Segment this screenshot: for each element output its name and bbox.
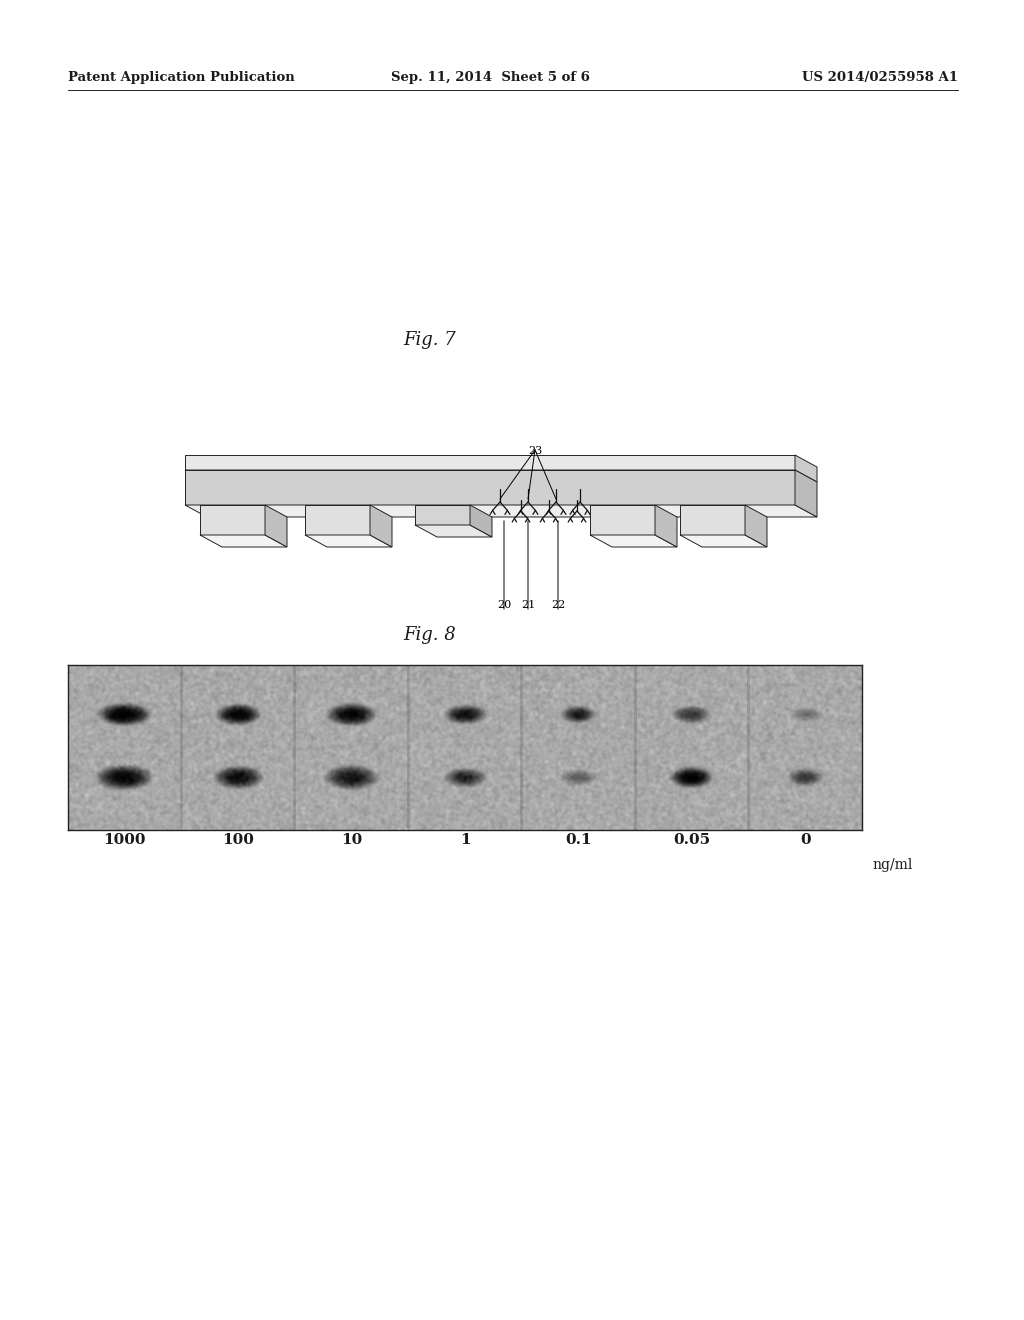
Text: 10: 10 — [341, 833, 362, 847]
Text: 0.05: 0.05 — [674, 833, 711, 847]
Polygon shape — [470, 506, 492, 537]
Polygon shape — [590, 535, 677, 546]
Polygon shape — [185, 455, 795, 470]
Polygon shape — [415, 506, 470, 525]
Text: 23: 23 — [528, 446, 542, 455]
Polygon shape — [200, 535, 287, 546]
Text: Sep. 11, 2014  Sheet 5 of 6: Sep. 11, 2014 Sheet 5 of 6 — [390, 71, 590, 84]
Text: 100: 100 — [222, 833, 254, 847]
Text: Patent Application Publication: Patent Application Publication — [68, 71, 295, 84]
Polygon shape — [415, 525, 492, 537]
Polygon shape — [590, 506, 655, 535]
Polygon shape — [795, 455, 817, 482]
Text: ng/ml: ng/ml — [872, 858, 912, 873]
Polygon shape — [265, 506, 287, 546]
Polygon shape — [370, 506, 392, 546]
Polygon shape — [305, 535, 392, 546]
Polygon shape — [185, 506, 817, 517]
Text: 22: 22 — [551, 601, 565, 610]
Polygon shape — [185, 470, 817, 482]
Text: 20: 20 — [497, 601, 511, 610]
Text: 21: 21 — [521, 601, 536, 610]
Polygon shape — [745, 506, 767, 546]
Polygon shape — [185, 470, 795, 506]
Polygon shape — [795, 470, 817, 517]
Polygon shape — [200, 506, 265, 535]
Polygon shape — [680, 506, 745, 535]
Text: Fig. 8: Fig. 8 — [403, 626, 457, 644]
Polygon shape — [305, 506, 370, 535]
Text: 0.1: 0.1 — [565, 833, 592, 847]
Polygon shape — [655, 506, 677, 546]
Polygon shape — [680, 535, 767, 546]
Text: 1: 1 — [460, 833, 470, 847]
Text: 1000: 1000 — [103, 833, 146, 847]
Text: Fig. 7: Fig. 7 — [403, 331, 457, 348]
Text: US 2014/0255958 A1: US 2014/0255958 A1 — [802, 71, 958, 84]
Text: 0: 0 — [800, 833, 811, 847]
